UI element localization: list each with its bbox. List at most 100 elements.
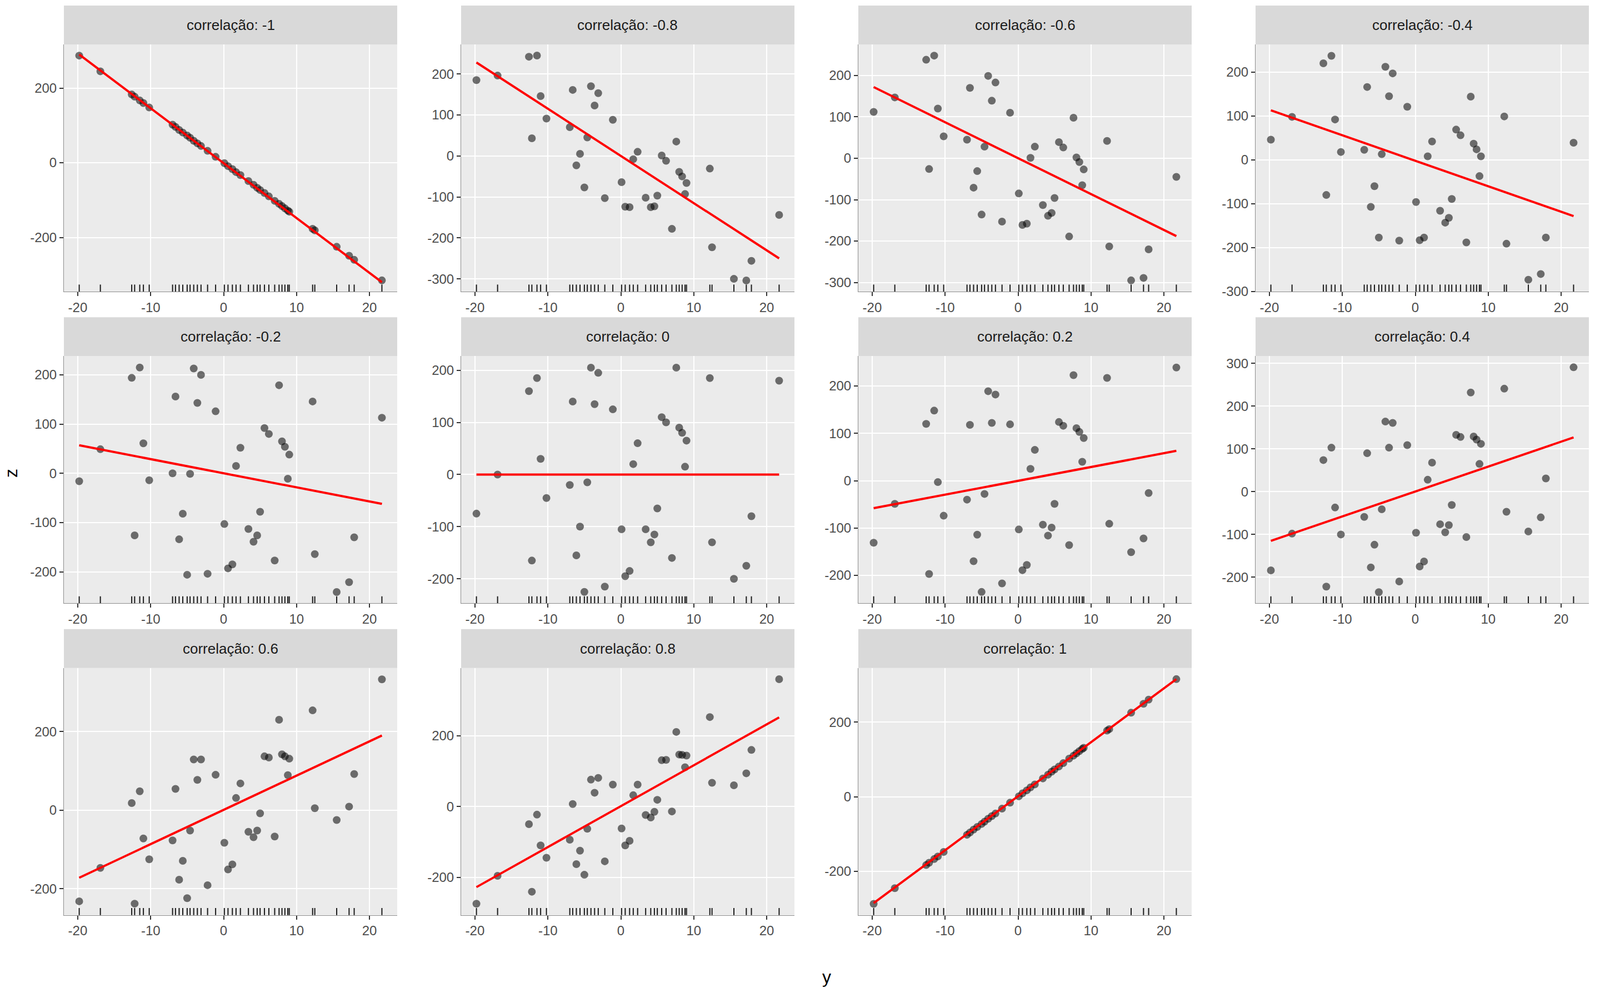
svg-text:-10: -10 — [935, 923, 955, 939]
svg-text:correlação: 0: correlação: 0 — [586, 328, 670, 345]
svg-text:20: 20 — [362, 300, 378, 315]
svg-text:10: 10 — [288, 300, 304, 315]
svg-text:correlação: -0.4: correlação: -0.4 — [1372, 16, 1473, 34]
svg-text:200: 200 — [431, 362, 454, 378]
svg-text:-200: -200 — [824, 233, 852, 249]
svg-text:100: 100 — [1226, 441, 1249, 457]
svg-text:-10: -10 — [141, 611, 161, 627]
svg-text:-20: -20 — [862, 611, 883, 627]
svg-text:20: 20 — [759, 611, 775, 627]
svg-text:correlação: 0.8: correlação: 0.8 — [580, 640, 676, 658]
svg-text:100: 100 — [431, 107, 454, 123]
svg-text:-300: -300 — [1221, 283, 1249, 299]
svg-text:correlação: 0.4: correlação: 0.4 — [1374, 328, 1470, 345]
svg-text:10: 10 — [686, 611, 702, 627]
svg-text:-20: -20 — [68, 611, 88, 627]
svg-text:100: 100 — [431, 415, 454, 430]
svg-text:-20: -20 — [68, 300, 88, 315]
svg-text:200: 200 — [828, 67, 852, 83]
svg-text:-20: -20 — [465, 923, 485, 939]
svg-text:-300: -300 — [427, 271, 454, 287]
svg-text:200: 200 — [431, 66, 454, 82]
svg-text:0: 0 — [617, 923, 625, 939]
svg-text:y: y — [822, 967, 832, 988]
svg-text:0: 0 — [617, 611, 625, 627]
svg-text:z: z — [1, 468, 22, 478]
svg-text:20: 20 — [759, 300, 775, 315]
svg-text:correlação: 0.6: correlação: 0.6 — [182, 640, 279, 658]
svg-text:200: 200 — [34, 367, 57, 383]
svg-text:0: 0 — [1014, 300, 1022, 315]
svg-text:0: 0 — [220, 300, 228, 315]
svg-text:-200: -200 — [427, 571, 454, 587]
svg-text:correlação: -1: correlação: -1 — [186, 16, 275, 34]
svg-text:-100: -100 — [824, 520, 852, 536]
svg-text:20: 20 — [362, 611, 378, 627]
svg-text:-200: -200 — [427, 230, 454, 246]
svg-text:-100: -100 — [30, 515, 57, 530]
svg-text:-300: -300 — [824, 275, 852, 290]
svg-text:0: 0 — [843, 150, 852, 166]
svg-text:correlação: 1: correlação: 1 — [983, 640, 1067, 658]
svg-text:200: 200 — [34, 80, 57, 96]
svg-text:-10: -10 — [935, 611, 955, 627]
svg-text:-200: -200 — [1221, 240, 1249, 255]
svg-text:0: 0 — [220, 923, 228, 939]
svg-text:-20: -20 — [68, 923, 88, 939]
svg-text:0: 0 — [49, 155, 57, 170]
svg-text:-10: -10 — [141, 300, 161, 315]
svg-text:10: 10 — [1083, 611, 1099, 627]
svg-text:-200: -200 — [1221, 570, 1249, 585]
svg-text:0: 0 — [1014, 923, 1022, 939]
svg-text:-200: -200 — [30, 881, 57, 897]
svg-text:0: 0 — [1241, 484, 1249, 500]
svg-text:-200: -200 — [30, 564, 57, 580]
svg-text:100: 100 — [34, 416, 57, 432]
svg-text:10: 10 — [288, 611, 304, 627]
svg-text:-200: -200 — [824, 863, 852, 879]
svg-text:200: 200 — [1226, 398, 1249, 414]
svg-text:-20: -20 — [862, 923, 883, 939]
svg-text:10: 10 — [686, 300, 702, 315]
svg-text:-200: -200 — [30, 230, 57, 245]
svg-text:0: 0 — [1241, 152, 1249, 168]
svg-text:10: 10 — [1480, 611, 1496, 627]
svg-text:200: 200 — [1226, 64, 1249, 80]
svg-text:-100: -100 — [824, 192, 852, 208]
svg-text:100: 100 — [828, 426, 852, 442]
svg-text:-200: -200 — [824, 567, 852, 583]
svg-text:0: 0 — [1411, 611, 1419, 627]
svg-text:200: 200 — [828, 715, 852, 730]
svg-text:10: 10 — [1480, 300, 1496, 315]
svg-text:-20: -20 — [1260, 611, 1280, 627]
svg-text:-10: -10 — [1332, 611, 1353, 627]
svg-text:-100: -100 — [427, 189, 454, 205]
svg-text:-20: -20 — [465, 300, 485, 315]
svg-text:-20: -20 — [465, 611, 485, 627]
svg-text:-20: -20 — [862, 300, 883, 315]
svg-text:0: 0 — [843, 789, 852, 805]
svg-text:20: 20 — [1156, 611, 1172, 627]
svg-text:20: 20 — [759, 923, 775, 939]
svg-text:0: 0 — [1411, 300, 1419, 315]
svg-text:correlação: -0.2: correlação: -0.2 — [180, 328, 282, 345]
svg-text:-10: -10 — [935, 300, 955, 315]
svg-text:-20: -20 — [1260, 300, 1280, 315]
svg-text:-100: -100 — [1221, 527, 1249, 543]
svg-text:-100: -100 — [427, 519, 454, 535]
svg-text:200: 200 — [828, 378, 852, 394]
svg-text:-100: -100 — [1221, 196, 1249, 212]
svg-text:correlação: -0.6: correlação: -0.6 — [975, 16, 1076, 34]
svg-text:-10: -10 — [141, 923, 161, 939]
svg-text:300: 300 — [1226, 356, 1249, 372]
svg-text:0: 0 — [843, 473, 852, 489]
svg-text:0: 0 — [49, 466, 57, 482]
svg-text:20: 20 — [1156, 300, 1172, 315]
svg-text:10: 10 — [1083, 300, 1099, 315]
svg-text:0: 0 — [49, 802, 57, 818]
svg-text:200: 200 — [34, 724, 57, 740]
svg-text:20: 20 — [1553, 300, 1569, 315]
svg-text:0: 0 — [446, 148, 454, 164]
svg-text:100: 100 — [1226, 108, 1249, 124]
svg-text:0: 0 — [1014, 611, 1022, 627]
